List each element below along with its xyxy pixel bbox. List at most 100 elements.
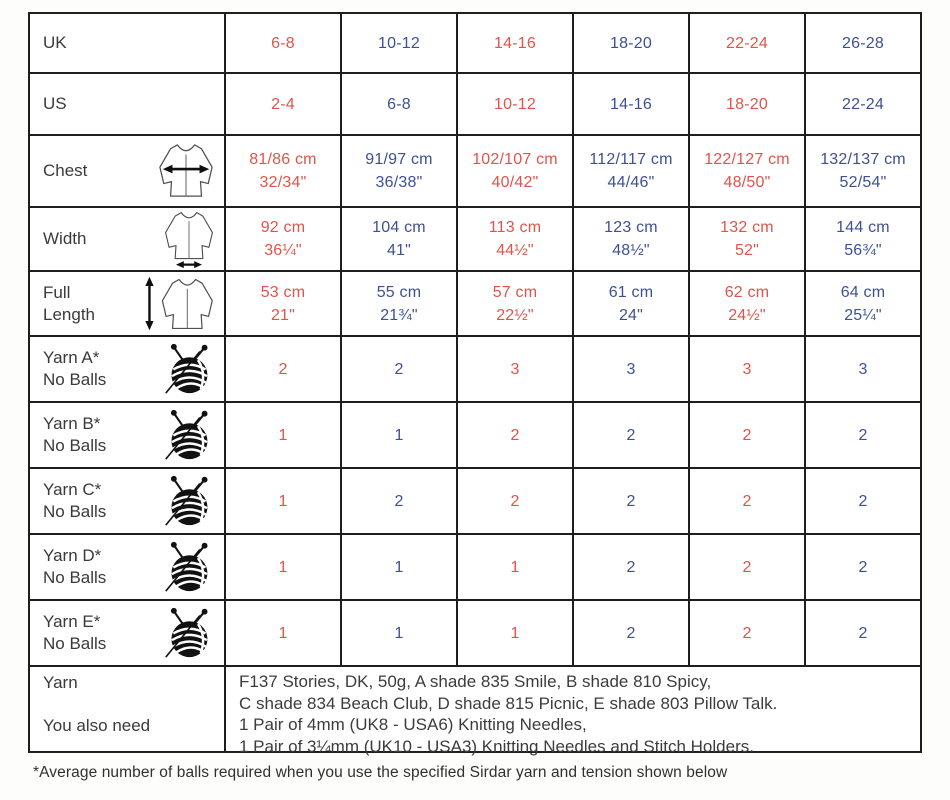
row-label-cell: Yarn A* No Balls [30,337,226,401]
value-cell: 2 [690,403,806,467]
value-cell: 2 [458,403,574,467]
cell-line1: 3 [510,360,520,378]
cell-line1: 2 [742,624,752,642]
value-cell: 1 [226,601,342,665]
cell-line1: 53 cm [260,283,306,301]
cell-line1: 132/137 cm [820,151,906,168]
cell-line1: 2-4 [271,95,295,113]
value-cell: 112/117 cm 44/46" [574,136,690,206]
row-label-line2: No Balls [43,436,107,455]
footer-label-yarn: Yarn [43,673,78,692]
value-cell: 2 [574,601,690,665]
value-cell: 1 [226,535,342,599]
footnote: *Average number of balls required when y… [33,764,728,781]
cell-line1: 2 [394,492,404,510]
value-cell: 18-20 [574,14,690,72]
value-cell: 132/137 cm 52/54" [806,136,920,206]
row-label-cell: Width [30,208,226,270]
value-cell: 2 [458,469,574,533]
value-cell: 144 cm 56¾" [806,208,920,270]
cell-line2: 52/54" [839,174,887,191]
cell-line1: 2 [626,624,636,642]
value-cell: 2 [690,469,806,533]
yarn-details-line1: F137 Stories, DK, 50g, A shade 835 Smile… [239,672,712,691]
cell-line1: 1 [278,426,288,444]
table-row-width: Width 92 cm 36¼" 104 cm 41" 113 cm 44½" 123… [30,208,920,272]
yarn-ball-needles-icon [162,408,215,462]
cell-line1: 2 [858,624,868,642]
sweater-vertical-arrow-icon [143,274,215,333]
row-label: Chest [43,161,88,180]
footer-label-cell: Yarn You also need [30,667,226,751]
cell-line2: 32/34" [259,174,307,191]
value-cell: 122/127 cm 48/50" [690,136,806,206]
cell-line1: 102/107 cm [472,151,558,168]
yarn-ball-needles-icon [162,540,215,594]
cell-line1: 10-12 [378,34,420,52]
table-row-us: US 2-4 6-8 10-12 14-16 18-20 22-24 [30,74,920,136]
cell-line2: 36/38" [375,174,423,191]
footer-label-you-also-need: You also need [43,716,151,735]
needles-line2: 1 Pair of 3¼mm (UK10 - USA3) Knitting Ne… [239,736,754,756]
row-label: UK [43,33,67,52]
row-label-cell: Full Length [30,272,226,335]
yarn-ball-needles-icon [162,606,215,660]
cell-line1: 113 cm [488,219,542,236]
value-cell: 91/97 cm 36/38" [342,136,458,206]
table-row-yarn-a: Yarn A* No Balls 2 2 3 3 3 3 [30,337,920,403]
value-cell: 22-24 [806,74,920,134]
cell-line1: 3 [858,360,868,378]
cell-line1: 3 [742,360,752,378]
cell-line1: 2 [858,558,868,576]
value-cell: 62 cm 24½" [690,272,806,335]
value-cell: 2 [690,535,806,599]
cell-line1: 2 [510,492,520,510]
value-cell: 64 cm 25¼" [806,272,920,335]
cell-line1: 6-8 [271,34,295,52]
cell-line2: 24" [618,306,644,324]
cell-line1: 2 [858,492,868,510]
cell-line1: 18-20 [726,95,768,113]
row-label-line2: No Balls [43,568,107,587]
value-cell: 2 [690,601,806,665]
cell-line1: 1 [394,426,404,444]
row-label-line2: Length [43,304,95,324]
cell-line1: 2 [742,558,752,576]
row-label-line2: No Balls [43,370,107,389]
cell-line1: 2 [742,426,752,444]
cell-line1: 55 cm [376,283,422,301]
cell-line1: 57 cm [492,283,538,301]
cell-line1: 62 cm [724,283,770,301]
value-cell: 2 [806,469,920,533]
cell-line1: 22-24 [726,34,768,52]
cell-line1: 1 [278,624,288,642]
yarn-details-cell: F137 Stories, DK, 50g, A shade 835 Smile… [226,667,920,756]
cell-line1: 61 cm [608,283,654,301]
row-label-cell: Yarn C* No Balls [30,469,226,533]
value-cell: 2 [574,535,690,599]
value-cell: 123 cm 48½" [574,208,690,270]
value-cell: 10-12 [458,74,574,134]
cell-line1: 92 cm [260,219,306,236]
cell-line1: 6-8 [387,95,411,113]
table-row-yarn-info: Yarn You also need F137 Stories, DK, 50g… [30,667,920,756]
row-label: US [43,94,67,113]
value-cell: 6-8 [226,14,342,72]
sweater-hem-arrow-icon [163,210,215,269]
value-cell: 1 [226,403,342,467]
value-cell: 104 cm 41" [342,208,458,270]
cell-line1: 81/86 cm [249,151,317,168]
value-cell: 1 [458,535,574,599]
cell-line1: 2 [742,492,752,510]
cell-line2: 24½" [728,306,766,324]
value-cell: 3 [458,337,574,401]
sweater-chest-arrow-icon [157,141,215,201]
cell-line1: 1 [510,624,520,642]
row-label: Full [43,282,71,302]
value-cell: 61 cm 24" [574,272,690,335]
cell-line1: 2 [278,360,288,378]
value-cell: 2-4 [226,74,342,134]
cell-line1: 3 [626,360,636,378]
value-cell: 53 cm 21" [226,272,342,335]
